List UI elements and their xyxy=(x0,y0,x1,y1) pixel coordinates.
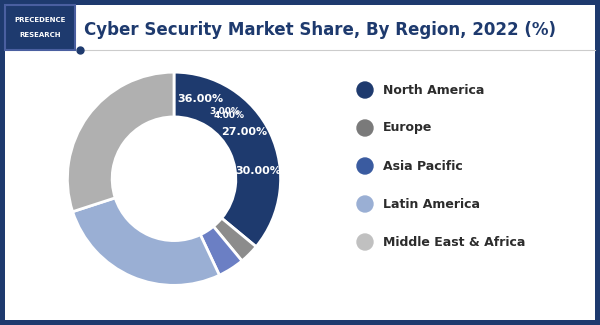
Text: 3.00%: 3.00% xyxy=(210,108,241,116)
Text: Middle East & Africa: Middle East & Africa xyxy=(383,236,526,249)
Wedge shape xyxy=(174,72,281,247)
Text: Latin America: Latin America xyxy=(383,198,480,211)
Wedge shape xyxy=(214,218,256,261)
FancyBboxPatch shape xyxy=(5,5,75,50)
Circle shape xyxy=(357,234,373,250)
Wedge shape xyxy=(67,72,174,212)
Text: 30.00%: 30.00% xyxy=(235,166,281,176)
Text: 4.00%: 4.00% xyxy=(214,111,245,120)
Circle shape xyxy=(357,158,373,174)
Wedge shape xyxy=(73,198,220,285)
Text: 36.00%: 36.00% xyxy=(177,94,223,104)
Text: Asia Pacific: Asia Pacific xyxy=(383,160,463,173)
Wedge shape xyxy=(200,227,242,275)
Text: PRECEDENCE: PRECEDENCE xyxy=(14,17,65,23)
Text: 27.00%: 27.00% xyxy=(221,127,267,137)
Text: RESEARCH: RESEARCH xyxy=(19,32,61,38)
FancyBboxPatch shape xyxy=(5,5,595,320)
Text: Europe: Europe xyxy=(383,122,433,135)
Circle shape xyxy=(357,120,373,136)
Text: Cyber Security Market Share, By Region, 2022 (%): Cyber Security Market Share, By Region, … xyxy=(84,21,556,39)
Circle shape xyxy=(357,82,373,98)
Circle shape xyxy=(357,196,373,212)
Text: North America: North America xyxy=(383,84,484,97)
